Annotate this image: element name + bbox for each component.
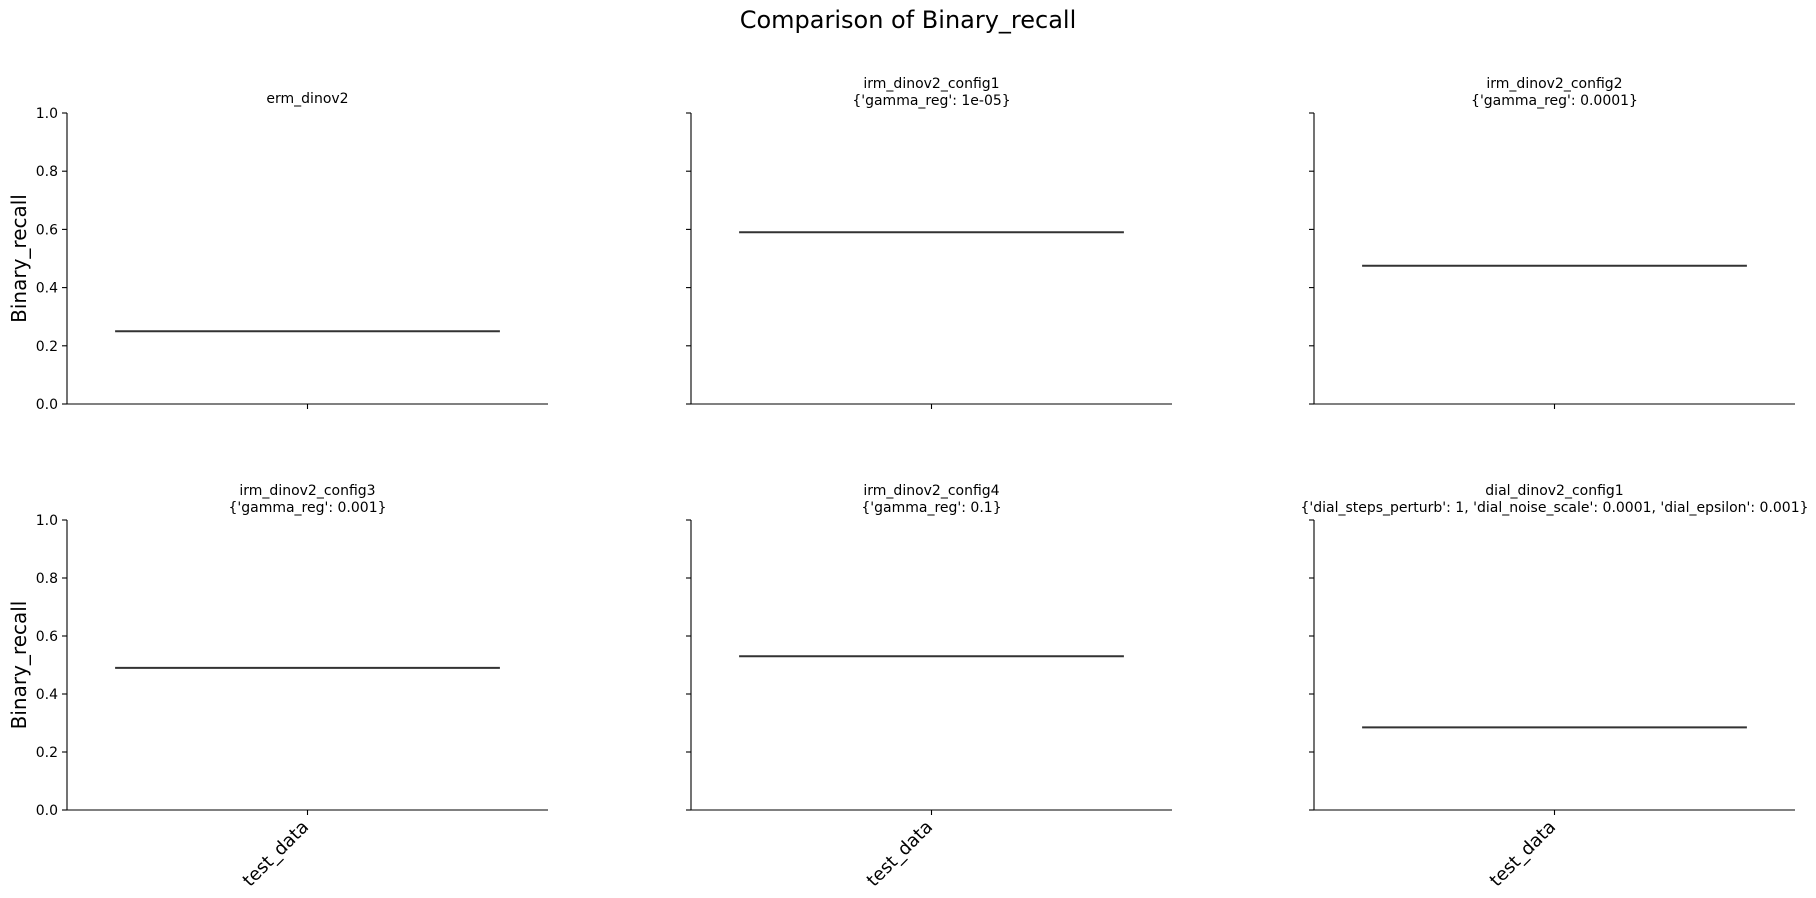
y-axis-label: Binary_recall: [7, 194, 31, 323]
subplot-title-line: irm_dinov2_config3: [239, 483, 375, 499]
subplot-title-line: {'gamma_reg': 1e-05}: [852, 93, 1010, 109]
y-tick-label: 0.4: [36, 281, 58, 297]
subplot-title-line: erm_dinov2: [266, 91, 348, 107]
subplot-title-line: {'gamma_reg': 0.1}: [861, 500, 1001, 516]
subplot-title: dial_dinov2_config1 {'dial_steps_perturb'…: [1300, 483, 1808, 516]
subplot-title: irm_dinov2_config3 {'gamma_reg': 0.001}: [228, 483, 386, 516]
y-tick-label: 0.6: [36, 629, 58, 645]
subplot-title-line: irm_dinov2_config2: [1486, 76, 1622, 92]
x-tick-label: test_data: [863, 817, 937, 891]
subplot-title-line: {'dial_steps_perturb': 1, 'dial_noise_sc…: [1300, 500, 1808, 516]
y-tick-label: 1.0: [36, 513, 58, 529]
y-axis-label: Binary_recall: [7, 601, 31, 730]
subplot-1: erm_dinov2 0.0 0.2 0.4 0.6 0.8 1.0 Binary_recal…: [7, 91, 548, 413]
subplot-2: irm_dinov2_config1 {'gamma_reg': 1e-05}: [686, 76, 1172, 409]
y-tick-label: 0.0: [36, 397, 58, 413]
y-tick-label: 0.8: [36, 164, 58, 180]
subplot-title: irm_dinov2_config2 {'gamma_reg': 0.0001}: [1471, 76, 1638, 109]
subplot-5: irm_dinov2_config4 {'gamma_reg': 0.1} test…: [686, 483, 1172, 891]
subplot-4: irm_dinov2_config3 {'gamma_reg': 0.001} 0.…: [7, 483, 548, 891]
y-tick-label: 0.8: [36, 571, 58, 587]
subplot-title: irm_dinov2_config1 {'gamma_reg': 1e-05}: [852, 76, 1010, 109]
subplot-title-line: irm_dinov2_config1: [863, 76, 999, 92]
subplot-title-line: {'gamma_reg': 0.001}: [228, 500, 386, 516]
x-tick-label: test_data: [239, 817, 313, 891]
subplot-3: irm_dinov2_config2 {'gamma_reg': 0.0001}: [1309, 76, 1795, 409]
subplot-title-line: irm_dinov2_config4: [863, 483, 999, 499]
subplot-title: irm_dinov2_config4 {'gamma_reg': 0.1}: [861, 483, 1001, 516]
figure-title: Comparison of Binary_recall: [740, 6, 1077, 34]
y-tick-label: 0.6: [36, 222, 58, 238]
y-tick-label: 0.2: [36, 339, 58, 355]
subplot-title-line: dial_dinov2_config1: [1485, 483, 1623, 499]
subplot-6: dial_dinov2_config1 {'dial_steps_perturb'…: [1300, 483, 1808, 891]
subplot-title: erm_dinov2: [266, 91, 348, 107]
y-tick-label: 0.4: [36, 687, 58, 703]
y-tick-label: 0.0: [36, 803, 58, 819]
y-tick-label: 1.0: [36, 106, 58, 122]
y-tick-label: 0.2: [36, 745, 58, 761]
subplot-title-line: {'gamma_reg': 0.0001}: [1471, 93, 1638, 109]
x-tick-label: test_data: [1486, 817, 1560, 891]
